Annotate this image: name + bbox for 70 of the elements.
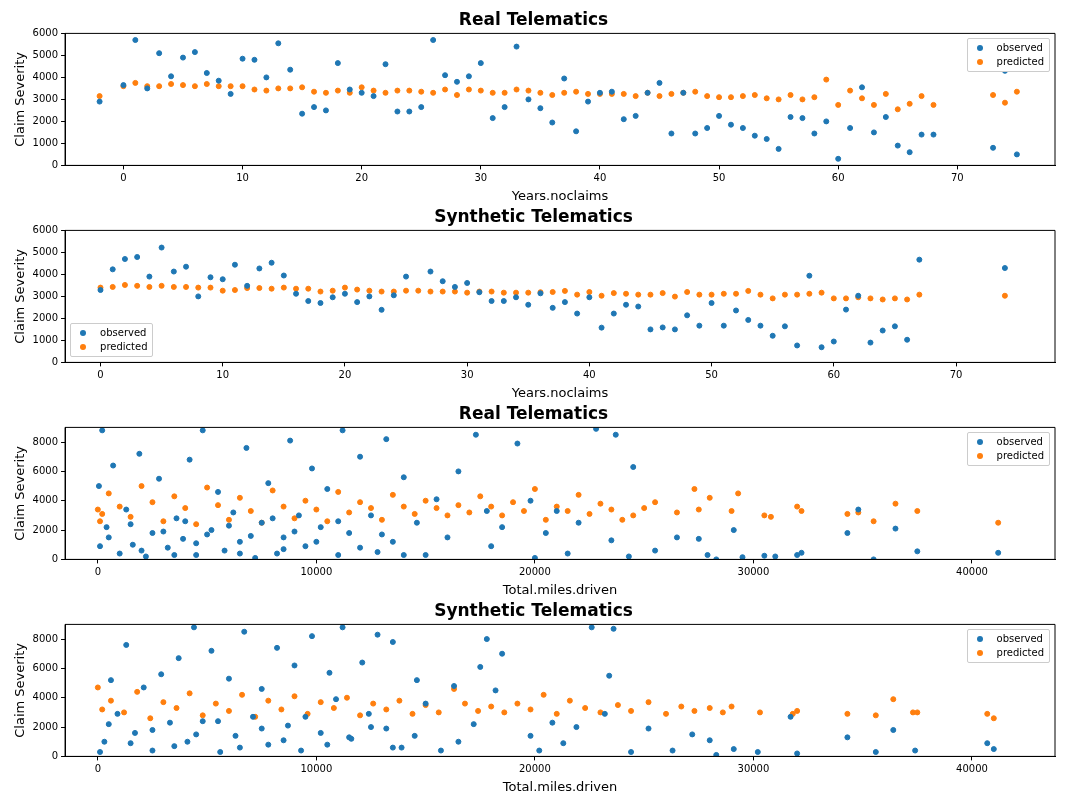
y-axis-title: Claim Severity — [12, 445, 28, 541]
x-tick-label: 10 — [236, 171, 249, 183]
x-tick-label: 40000 — [956, 565, 988, 577]
x-tick-label: 50 — [712, 171, 726, 183]
y-axis-title: Claim Severity — [12, 642, 28, 738]
x-tick-label: 10000 — [300, 762, 333, 774]
x-tick-label: 40 — [593, 171, 607, 183]
legend-label: predicted — [996, 449, 1044, 464]
x-tick-label: 30000 — [737, 762, 770, 774]
y-tick-label: 0 — [51, 158, 59, 170]
x-tick-label: 20 — [338, 368, 352, 380]
chart-title: Real Telematics — [458, 8, 609, 29]
y-tick-label: 0 — [51, 552, 59, 564]
y-tick-label: 2000 — [32, 311, 59, 323]
x-tick-label: 50 — [705, 368, 718, 380]
x-axis-title: Years.noclaims — [510, 384, 609, 400]
x-tick-label: 20 — [355, 171, 369, 183]
x-axis-title: Years.noclaims — [510, 187, 609, 203]
y-tick-label: 6000 — [32, 223, 59, 235]
chart-title: Real Telematics — [458, 402, 609, 423]
x-tick-label: 40 — [582, 368, 596, 380]
x-tick-label: 40000 — [956, 762, 988, 774]
y-tick-label: 8000 — [32, 435, 59, 447]
y-tick-label: 6000 — [32, 661, 59, 673]
x-axis-title: Total.miles.driven — [501, 581, 618, 597]
chart-title: Synthetic Telematics — [434, 205, 633, 226]
y-tick-label: 5000 — [32, 245, 59, 257]
x-tick-label: 10000 — [300, 565, 333, 577]
legend-label: observed — [100, 326, 147, 341]
y-tick-label: 1000 — [32, 136, 59, 148]
x-tick-label: 0 — [120, 171, 127, 183]
x-tick-label: 30 — [474, 171, 488, 183]
y-tick-label: 1000 — [32, 333, 59, 345]
legend-label: predicted — [100, 340, 148, 355]
y-tick-label: 4000 — [32, 691, 59, 703]
y-tick-label: 8000 — [32, 632, 59, 644]
legend-label: observed — [996, 435, 1043, 450]
y-tick-label: 2000 — [32, 720, 59, 732]
y-tick-label: 6000 — [32, 464, 59, 476]
x-tick-label: 30 — [460, 368, 474, 380]
y-tick-label: 4000 — [32, 494, 59, 506]
y-tick-label: 0 — [51, 749, 59, 761]
legend-label: predicted — [996, 646, 1044, 661]
chart-title: Synthetic Telematics — [434, 599, 633, 620]
x-tick-label: 10 — [216, 368, 230, 380]
x-tick-label: 0 — [94, 762, 102, 774]
x-tick-label: 20000 — [518, 565, 551, 577]
x-tick-label: 70 — [949, 368, 963, 380]
y-tick-label: 4000 — [32, 267, 59, 279]
legend-label: observed — [996, 41, 1043, 56]
x-tick-label: 0 — [97, 368, 104, 380]
legend-label: predicted — [996, 55, 1044, 70]
x-tick-label: 30000 — [737, 565, 770, 577]
y-tick-label: 3000 — [32, 92, 59, 104]
x-tick-label: 20000 — [518, 762, 551, 774]
x-tick-label: 0 — [94, 565, 102, 577]
y-tick-label: 0 — [51, 355, 59, 367]
y-tick-label: 6000 — [32, 26, 59, 38]
y-axis-title: Claim Severity — [12, 248, 28, 344]
y-axis-title: Claim Severity — [12, 51, 28, 147]
y-tick-label: 2000 — [32, 114, 59, 126]
y-tick-label: 2000 — [32, 523, 59, 535]
legend-label: observed — [996, 632, 1043, 647]
y-tick-label: 4000 — [32, 70, 59, 82]
x-tick-label: 60 — [831, 171, 845, 183]
x-tick-label: 60 — [827, 368, 841, 380]
y-tick-label: 3000 — [32, 289, 59, 301]
x-tick-label: 70 — [950, 171, 964, 183]
y-tick-label: 5000 — [32, 48, 59, 60]
x-axis-title: Total.miles.driven — [501, 778, 618, 794]
